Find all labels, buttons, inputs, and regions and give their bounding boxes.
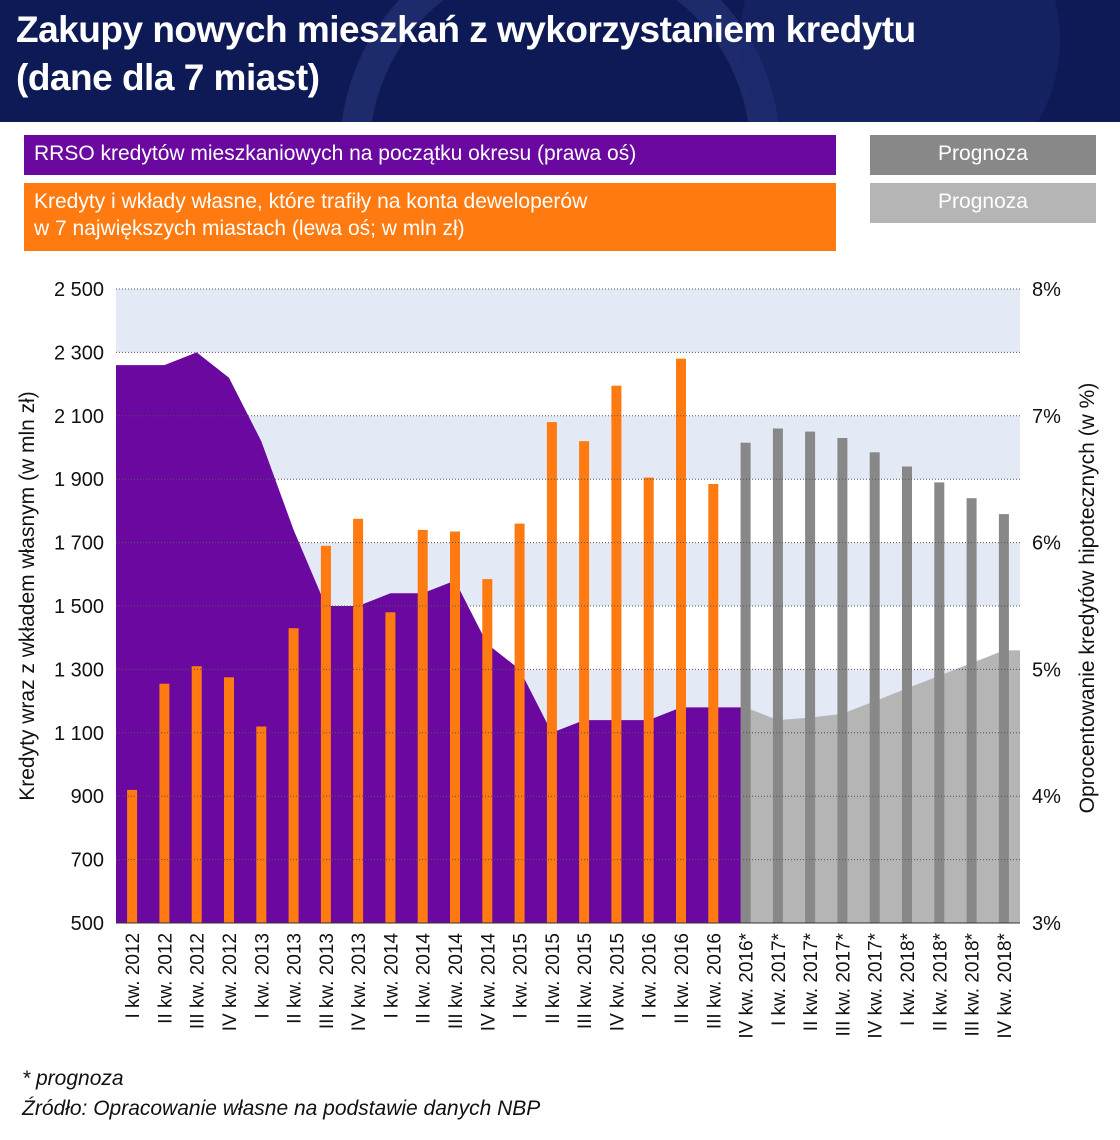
x-tick-label: IV kw. 2016*: [737, 932, 758, 1038]
y-axis-label-left: Kredyty wraz z wkładem własnym (w mln zł…: [16, 391, 39, 801]
bar: [127, 789, 138, 923]
y-tick-label-right: 4%: [1032, 786, 1061, 808]
x-tick-label: II kw. 2013: [285, 933, 306, 1024]
page-title: Zakupy nowych mieszkań z wykorzystaniem …: [16, 9, 916, 98]
x-tick-label: I kw. 2018*: [898, 932, 919, 1026]
legend-forecast-bars: Prognoza: [870, 135, 1096, 175]
y-tick-label-left: 1 100: [54, 723, 104, 745]
y-tick-label-left: 900: [71, 786, 104, 808]
x-tick-label: I kw. 2012: [123, 933, 144, 1019]
bar: [708, 484, 719, 923]
bar: [320, 545, 331, 923]
header-banner: Zakupy nowych mieszkań z wykorzystaniem …: [0, 0, 1120, 122]
right-axis-ticks: 8% 7% 6% 5% 4% 3%: [1032, 279, 1061, 935]
bar: [224, 677, 234, 923]
x-tick-label: I kw. 2016: [640, 933, 661, 1019]
x-tick-label: I kw. 2013: [252, 933, 273, 1019]
legend-credits: Kredyty i wkłady własne, które trafiły n…: [24, 183, 836, 251]
bar: [772, 428, 783, 923]
bar: [934, 482, 945, 923]
y-tick-label-right: 3%: [1032, 913, 1061, 935]
x-tick-label: II kw. 2018*: [930, 932, 951, 1031]
y-tick-label-left: 1 900: [54, 469, 104, 491]
x-tick-label: IV kw. 2013: [349, 933, 370, 1031]
x-tick-label: II kw. 2012: [155, 933, 176, 1024]
bar: [159, 683, 170, 923]
x-tick-label: III kw. 2014: [446, 933, 467, 1030]
x-tick-label: III kw. 2015: [575, 933, 596, 1029]
y-tick-label-left: 1 500: [54, 596, 104, 618]
y-tick-label-left: 1 300: [54, 659, 104, 681]
x-tick-label: II kw. 2017*: [801, 932, 822, 1031]
forecast-note: * prognoza: [22, 1067, 124, 1090]
bar: [482, 579, 493, 923]
y-tick-label-left: 2 100: [54, 406, 104, 428]
bar: [546, 422, 557, 923]
bar: [288, 628, 299, 923]
x-tick-label: II kw. 2014: [414, 933, 435, 1024]
chart: 2 500 2 300 2 100 1 900 1 700 1 500 1 300 1 100…: [16, 279, 1099, 1039]
x-tick-label: I kw. 2017*: [769, 932, 790, 1026]
x-tick-label: I kw. 2015: [511, 933, 532, 1019]
x-tick-label: IV kw. 2017*: [866, 932, 887, 1038]
bar: [676, 358, 686, 923]
y-tick-label-left: 1 700: [54, 533, 104, 555]
bar: [579, 441, 590, 923]
source-note: Źródło: Opracowanie własne na podstawie …: [22, 1097, 541, 1120]
x-tick-label: I kw. 2014: [381, 933, 402, 1019]
bar: [611, 385, 622, 923]
left-axis-ticks: 2 500 2 300 2 100 1 900 1 700 1 500 1 300 1 100…: [54, 279, 104, 935]
header-decoration: [341, 0, 1060, 122]
y-tick-label-left: 2 300: [54, 342, 104, 364]
y-tick-label-left: 500: [71, 913, 104, 935]
footer: * prognoza Źródło: Opracowanie własne na…: [22, 1064, 540, 1124]
x-tick-label: III kw. 2016: [704, 933, 725, 1029]
legend-forecast-area: Prognoza: [870, 183, 1096, 223]
x-axis-labels: I kw. 2012 II kw. 2012 III kw. 2012 IV kw. …: [123, 932, 1016, 1038]
background-band: [116, 289, 1020, 353]
y-tick-label-right: 5%: [1032, 659, 1061, 681]
x-tick-label: IV kw. 2014: [478, 933, 499, 1032]
bar: [805, 431, 816, 923]
credit-bars: [127, 358, 1009, 923]
y-tick-label-left: 2 500: [54, 279, 104, 301]
x-tick-label: IV kw. 2012: [220, 933, 241, 1031]
y-tick-label-right: 6%: [1032, 533, 1061, 555]
y-tick-label-right: 8%: [1032, 279, 1061, 301]
x-tick-label: II kw. 2015: [543, 933, 564, 1024]
bar: [256, 726, 267, 923]
bar: [966, 498, 977, 923]
y-tick-label-right: 7%: [1032, 406, 1061, 428]
bar: [643, 477, 654, 923]
bar: [417, 529, 428, 923]
bar: [998, 514, 1009, 923]
x-tick-label: III kw. 2013: [317, 933, 338, 1029]
x-tick-label: III kw. 2018*: [963, 932, 984, 1036]
gridlines: [116, 288, 1020, 924]
bar: [450, 531, 460, 923]
bar: [385, 612, 396, 923]
x-tick-label: IV kw. 2015: [607, 933, 628, 1031]
bar: [191, 666, 202, 923]
y-axis-label-right: Oprocentowanie kredytów hipotecznych (w …: [1076, 383, 1099, 814]
bar: [869, 452, 880, 923]
x-tick-label: III kw. 2017*: [833, 932, 854, 1036]
bar: [837, 438, 848, 923]
y-tick-label-left: 700: [71, 850, 104, 872]
bar: [353, 518, 364, 923]
bar: [740, 442, 751, 923]
x-tick-label: IV kw. 2018*: [995, 932, 1016, 1038]
bar: [514, 523, 525, 923]
x-tick-label: II kw. 2016: [672, 933, 693, 1024]
bar: [902, 466, 912, 923]
x-tick-label: III kw. 2012: [188, 933, 209, 1029]
legend-rrso: RRSO kredytów mieszkaniowych na początku…: [24, 135, 836, 175]
